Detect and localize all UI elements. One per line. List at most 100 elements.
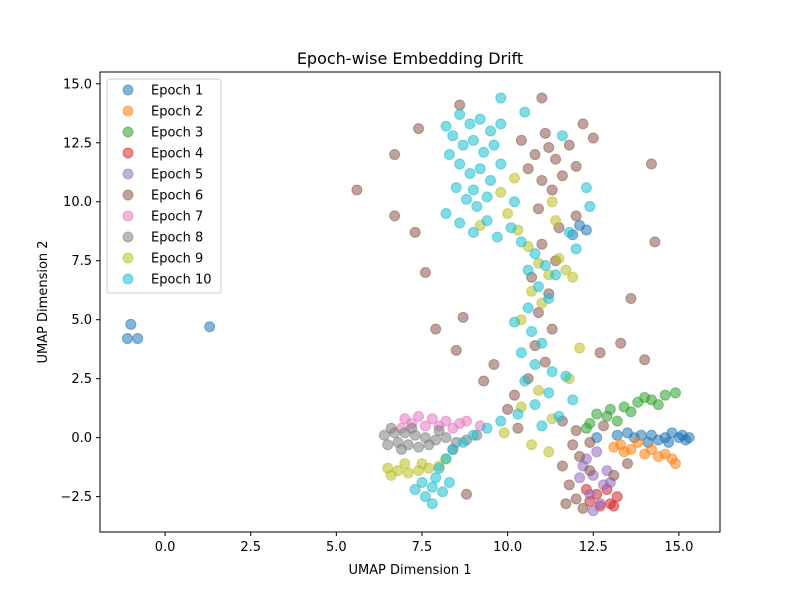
data-point [669,458,681,470]
data-point [478,375,490,387]
data-point [413,410,425,422]
data-point [639,354,651,366]
data-point [447,443,459,455]
legend-label: Epoch 1 [151,84,203,99]
data-point [416,458,428,470]
data-point [430,472,442,484]
data-point [536,238,548,250]
data-point [567,271,579,283]
data-point [447,130,459,142]
data-point [601,410,613,422]
data-point [567,394,579,406]
legend-label: Epoch 8 [151,231,203,246]
data-point [519,375,531,387]
data-point [556,170,568,182]
data-point [536,92,548,104]
data-point [563,226,575,238]
data-point [454,99,466,111]
data-point [433,425,445,437]
data-point [461,193,473,205]
data-point [532,203,544,215]
data-point [457,311,469,323]
data-point [454,217,466,229]
data-point [485,125,496,137]
data-point [652,434,664,446]
data-point [536,337,548,349]
data-point [556,130,568,142]
x-tick-label: 12.5 [579,540,608,555]
data-point [584,200,596,212]
data-point [611,415,623,427]
data-point [471,200,483,212]
data-point [645,443,657,455]
data-point [611,491,623,503]
data-point [495,186,507,198]
legend-label: Epoch 4 [151,147,203,162]
y-tick-label: 15.0 [63,77,92,92]
data-point [567,439,579,451]
data-point [536,420,548,432]
data-point [532,281,544,293]
data-point [454,158,466,170]
data-point [515,347,527,359]
data-point [416,476,428,488]
data-point [659,448,671,460]
data-point [570,425,582,437]
data-point [450,344,462,356]
data-point [577,118,589,130]
data-point [563,139,575,151]
legend-label: Epoch 6 [151,189,203,204]
data-point [440,120,452,132]
data-point [529,399,541,411]
data-point [389,210,401,222]
data-point [512,408,524,420]
x-tick-label: 2.5 [240,540,261,555]
data-point [467,226,479,238]
data-point [467,429,479,441]
legend-label: Epoch 10 [151,273,211,288]
data-point [669,387,681,399]
data-point [505,222,517,234]
data-point [577,502,589,514]
legend-label: Epoch 9 [151,252,203,267]
data-point [591,446,603,458]
data-point [443,476,455,488]
data-point [526,325,538,337]
data-point [419,267,431,279]
data-point [659,389,671,401]
data-point [529,248,541,260]
data-point [430,323,442,335]
data-point [560,370,572,382]
y-tick-label: 0.0 [71,431,92,446]
data-point [461,415,473,427]
data-point [204,321,216,333]
data-point [426,498,438,510]
data-point [474,163,486,175]
data-point [615,337,627,349]
data-point [563,479,575,491]
data-point [594,498,606,510]
data-point [652,399,664,411]
data-point [502,403,514,415]
data-point [481,215,493,227]
data-point [570,493,582,505]
legend-label: Epoch 5 [151,168,203,183]
data-point [546,196,558,208]
data-point [433,462,445,474]
data-point [467,134,479,146]
data-point [121,333,133,345]
data-point [485,175,496,187]
legend-marker [122,84,134,96]
data-point [625,292,637,304]
data-point [625,406,637,418]
data-point [539,127,551,139]
data-point [622,458,634,470]
data-point [522,264,534,276]
data-point [512,422,524,434]
data-point [508,196,520,208]
data-point [608,469,620,481]
legend-marker [122,147,134,159]
x-tick-label: 7.5 [412,540,433,555]
y-axis-title: UMAP Dimension 2 [36,240,51,363]
